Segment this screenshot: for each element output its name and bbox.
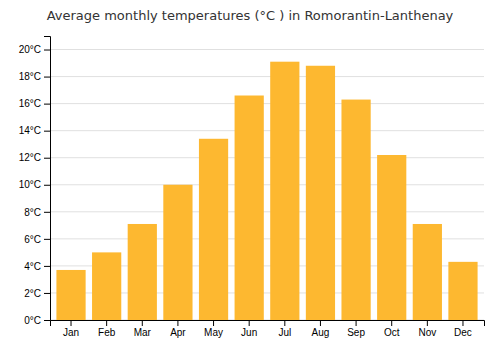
bar bbox=[235, 96, 264, 320]
y-tick-mark bbox=[44, 77, 50, 78]
y-tick: 2°C bbox=[24, 288, 50, 299]
x-tick-label: Mar bbox=[134, 327, 152, 338]
x-tick-label: May bbox=[204, 327, 223, 338]
x-tick-mark bbox=[284, 320, 285, 326]
bar bbox=[56, 270, 85, 320]
x-tick-label: Dec bbox=[454, 327, 472, 338]
x-tick-mark bbox=[462, 320, 463, 326]
x-tick: Jun bbox=[241, 320, 257, 338]
bar bbox=[163, 185, 192, 320]
bar bbox=[448, 262, 477, 320]
x-tick: Jan bbox=[63, 320, 79, 338]
y-tick-mark bbox=[44, 131, 50, 132]
x-tick-label: Jul bbox=[278, 327, 291, 338]
x-tick: Jul bbox=[278, 320, 291, 338]
bar bbox=[128, 224, 157, 320]
bar bbox=[306, 66, 335, 320]
x-tick-label: Aug bbox=[312, 327, 330, 338]
x-tick-label: Feb bbox=[98, 327, 116, 338]
x-tick-label: Oct bbox=[384, 327, 400, 338]
y-tick: 4°C bbox=[24, 261, 50, 272]
y-tick-mark bbox=[44, 185, 50, 186]
y-tick-label: 2°C bbox=[24, 288, 41, 299]
grid bbox=[50, 50, 484, 320]
plot: 0°C 2°C 4°C 6°C 8°C 10°C 12°C 14°C 16°C 18°C 20°C J… bbox=[19, 37, 485, 339]
y-tick: 14°C bbox=[19, 125, 50, 136]
chart: 0°C 2°C 4°C 6°C 8°C 10°C 12°C 14°C 16°C 18°C 20°C J… bbox=[0, 0, 500, 350]
y-axis: 0°C 2°C 4°C 6°C 8°C 10°C 12°C 14°C 16°C 18°C 20°C bbox=[19, 37, 51, 326]
x-tick-mark bbox=[106, 320, 107, 326]
y-tick-mark bbox=[44, 50, 50, 51]
y-axis-line bbox=[44, 37, 51, 321]
x-tick-label: Sep bbox=[347, 327, 365, 338]
grid-line bbox=[50, 130, 484, 131]
title: Average monthly temperatures (°C ) in Ro… bbox=[47, 8, 454, 23]
x-tick-mark bbox=[177, 320, 178, 326]
bars bbox=[56, 62, 477, 320]
y-tick-mark bbox=[44, 104, 50, 105]
y-tick-label: 6°C bbox=[24, 234, 41, 245]
y-tick: 10°C bbox=[19, 179, 50, 190]
bar bbox=[199, 139, 228, 320]
x-tick-mark bbox=[142, 320, 143, 326]
x-tick: Nov bbox=[418, 320, 436, 338]
x-axis: Jan Feb Mar Apr May Jun Jul Aug Sep Oct Nov Dec bbox=[51, 320, 485, 338]
x-tick-mark bbox=[391, 320, 392, 326]
bar bbox=[341, 100, 370, 320]
grid-line bbox=[50, 211, 484, 212]
x-tick-mark bbox=[427, 320, 428, 326]
y-tick-mark bbox=[44, 293, 50, 294]
x-tick: Mar bbox=[134, 320, 152, 338]
x-tick-mark bbox=[356, 320, 357, 326]
y-tick: 20°C bbox=[19, 44, 50, 55]
y-tick-label: 18°C bbox=[19, 71, 41, 82]
x-tick-mark bbox=[249, 320, 250, 326]
y-tick-mark bbox=[44, 212, 50, 213]
x-tick: Aug bbox=[312, 320, 330, 338]
y-tick: 12°C bbox=[19, 152, 50, 163]
y-tick-label: 8°C bbox=[24, 207, 41, 218]
x-tick: Dec bbox=[454, 320, 472, 338]
grid-line bbox=[50, 103, 484, 104]
bar bbox=[377, 155, 406, 320]
x-tick-label: Nov bbox=[418, 327, 436, 338]
x-tick-mark bbox=[213, 320, 214, 326]
bar bbox=[270, 62, 299, 320]
x-tick: May bbox=[204, 320, 223, 338]
y-tick-mark bbox=[44, 158, 50, 159]
y-tick: 8°C bbox=[24, 207, 50, 218]
grid-line bbox=[50, 184, 484, 185]
y-tick-label: 10°C bbox=[19, 179, 41, 190]
grid-line bbox=[50, 49, 484, 50]
grid-line bbox=[50, 157, 484, 158]
x-tick: Oct bbox=[384, 320, 400, 338]
y-tick-label: 4°C bbox=[24, 261, 41, 272]
bar bbox=[92, 252, 121, 320]
x-tick-label: Jun bbox=[241, 327, 257, 338]
y-tick-label: 0°C bbox=[24, 315, 41, 326]
x-tick-label: Apr bbox=[170, 327, 186, 338]
y-tick: 16°C bbox=[19, 98, 50, 109]
y-tick-mark bbox=[44, 239, 50, 240]
y-tick-label: 20°C bbox=[19, 44, 41, 55]
x-tick-mark bbox=[71, 320, 72, 326]
x-tick-label: Jan bbox=[63, 327, 79, 338]
bar bbox=[413, 224, 442, 320]
y-tick-mark bbox=[44, 320, 50, 321]
y-tick: 18°C bbox=[19, 71, 50, 82]
y-tick: 6°C bbox=[24, 234, 50, 245]
x-tick: Sep bbox=[347, 320, 365, 338]
x-tick-mark bbox=[320, 320, 321, 326]
grid-line bbox=[50, 76, 484, 77]
y-tick-mark bbox=[44, 266, 50, 267]
x-tick: Apr bbox=[170, 320, 186, 338]
x-axis-line bbox=[51, 321, 485, 327]
y-tick-label: 16°C bbox=[19, 98, 41, 109]
y-tick-label: 14°C bbox=[19, 125, 41, 136]
y-tick: 0°C bbox=[24, 315, 50, 326]
x-tick: Feb bbox=[98, 320, 116, 338]
y-tick-label: 12°C bbox=[19, 152, 41, 163]
